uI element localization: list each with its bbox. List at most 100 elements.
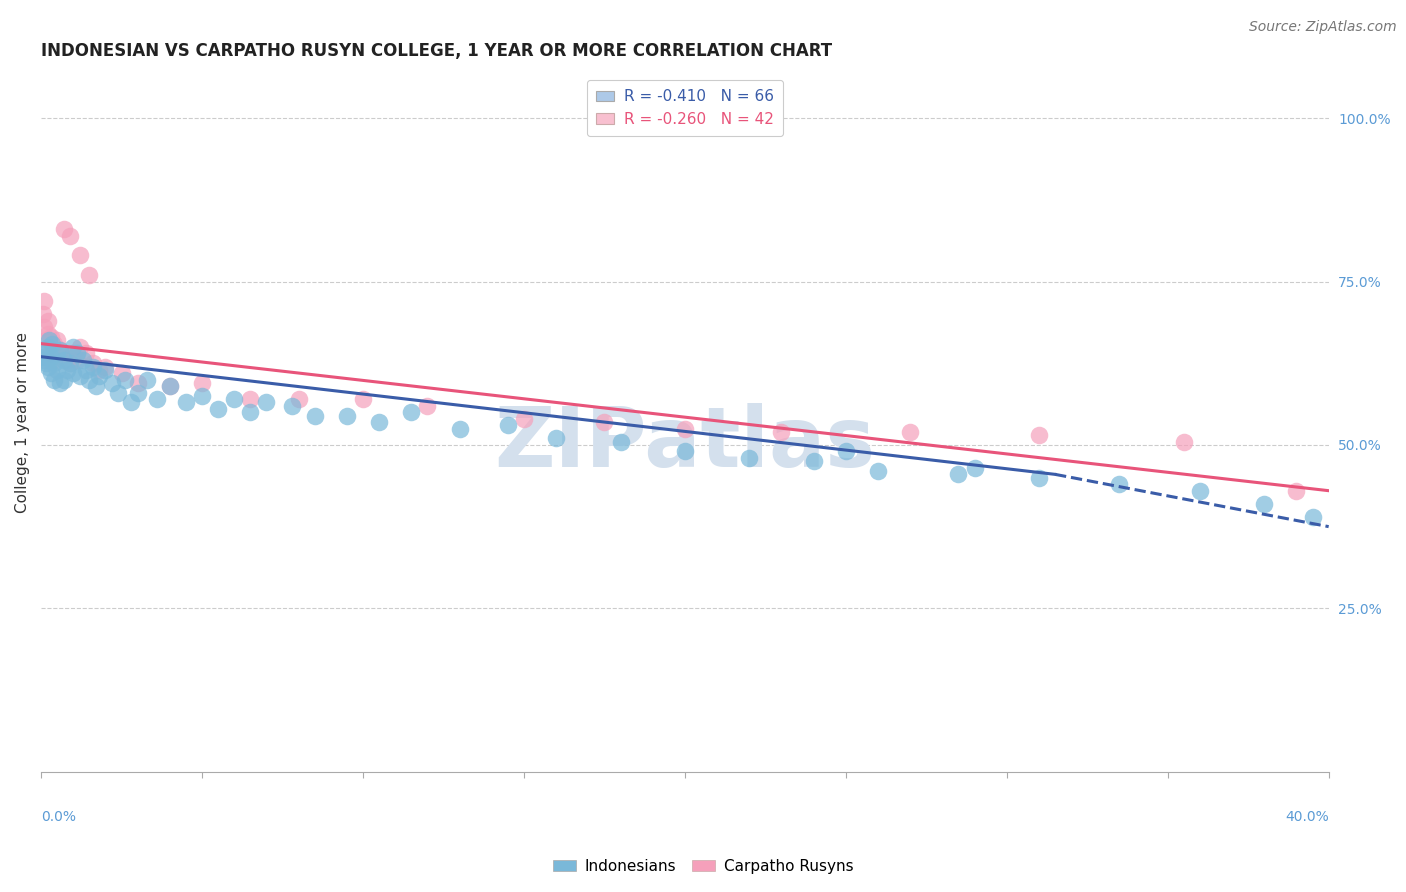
Point [948, 467, 970, 482]
Point [79, 373, 101, 387]
Point [65, 346, 87, 360]
Point [120, 395, 142, 409]
Point [673, 421, 696, 435]
Text: INDONESIAN VS CARPATHO RUSYN COLLEGE, 1 YEAR OR MORE CORRELATION CHART: INDONESIAN VS CARPATHO RUSYN COLLEGE, 1 … [41, 42, 832, 60]
Point [31, 307, 53, 321]
Text: ZIPatlas: ZIPatlas [495, 402, 876, 483]
Point [42, 373, 65, 387]
Point [101, 376, 124, 390]
Point [1028, 428, 1050, 442]
Point [49, 343, 72, 358]
Point [79, 268, 101, 282]
Point [52, 222, 75, 236]
Point [37, 314, 59, 328]
Point [352, 392, 374, 407]
Point [59, 356, 82, 370]
Point [770, 425, 793, 439]
Point [72, 353, 94, 368]
Point [94, 359, 117, 374]
Point [1253, 497, 1275, 511]
Point [52, 346, 75, 360]
Point [62, 340, 84, 354]
Point [49, 343, 72, 358]
Point [513, 412, 536, 426]
Point [69, 340, 91, 354]
Point [1028, 470, 1050, 484]
Point [609, 434, 631, 449]
Point [738, 450, 761, 465]
Point [224, 392, 246, 407]
Point [34, 320, 56, 334]
Point [59, 228, 82, 243]
Point [56, 353, 79, 368]
Point [281, 399, 304, 413]
Y-axis label: College, 1 year or more: College, 1 year or more [15, 332, 30, 513]
Point [46, 346, 69, 360]
Point [42, 356, 65, 370]
Point [336, 409, 359, 423]
Legend: Indonesians, Carpatho Rusyns: Indonesians, Carpatho Rusyns [547, 853, 859, 880]
Point [59, 356, 82, 370]
Text: 40.0%: 40.0% [1285, 810, 1329, 824]
Point [1188, 483, 1211, 498]
Point [84, 379, 107, 393]
Point [34, 294, 56, 309]
Point [94, 363, 117, 377]
Point [803, 454, 825, 468]
Point [39, 350, 62, 364]
Point [963, 460, 986, 475]
Point [39, 330, 62, 344]
Point [52, 373, 75, 387]
Point [159, 379, 181, 393]
Point [62, 346, 84, 360]
Point [127, 376, 149, 390]
Point [87, 363, 110, 377]
Point [56, 363, 79, 377]
Point [110, 366, 132, 380]
Point [34, 346, 56, 360]
Point [75, 363, 97, 377]
Point [174, 395, 197, 409]
Point [127, 385, 149, 400]
Point [37, 340, 59, 354]
Point [191, 376, 214, 390]
Point [42, 353, 65, 368]
Point [62, 366, 84, 380]
Point [34, 353, 56, 368]
Point [41, 336, 63, 351]
Point [254, 395, 277, 409]
Point [239, 405, 262, 419]
Point [496, 418, 519, 433]
Point [159, 379, 181, 393]
Point [207, 402, 229, 417]
Point [866, 464, 889, 478]
Point [673, 444, 696, 458]
Point [39, 366, 62, 380]
Point [304, 409, 326, 423]
Point [416, 399, 439, 413]
Point [546, 431, 568, 445]
Point [69, 369, 91, 384]
Point [287, 392, 309, 407]
Point [835, 444, 858, 458]
Point [136, 373, 159, 387]
Point [1302, 509, 1324, 524]
Point [38, 334, 60, 348]
Point [401, 405, 423, 419]
Point [82, 356, 104, 370]
Point [191, 389, 214, 403]
Point [1108, 477, 1130, 491]
Point [593, 415, 616, 429]
Point [31, 350, 53, 364]
Point [107, 385, 129, 400]
Point [114, 373, 136, 387]
Point [46, 334, 69, 348]
Text: 0.0%: 0.0% [41, 810, 76, 824]
Point [898, 425, 921, 439]
Point [35, 356, 58, 370]
Point [52, 353, 75, 368]
Point [69, 248, 91, 262]
Point [46, 363, 69, 377]
Point [35, 334, 58, 348]
Point [75, 346, 97, 360]
